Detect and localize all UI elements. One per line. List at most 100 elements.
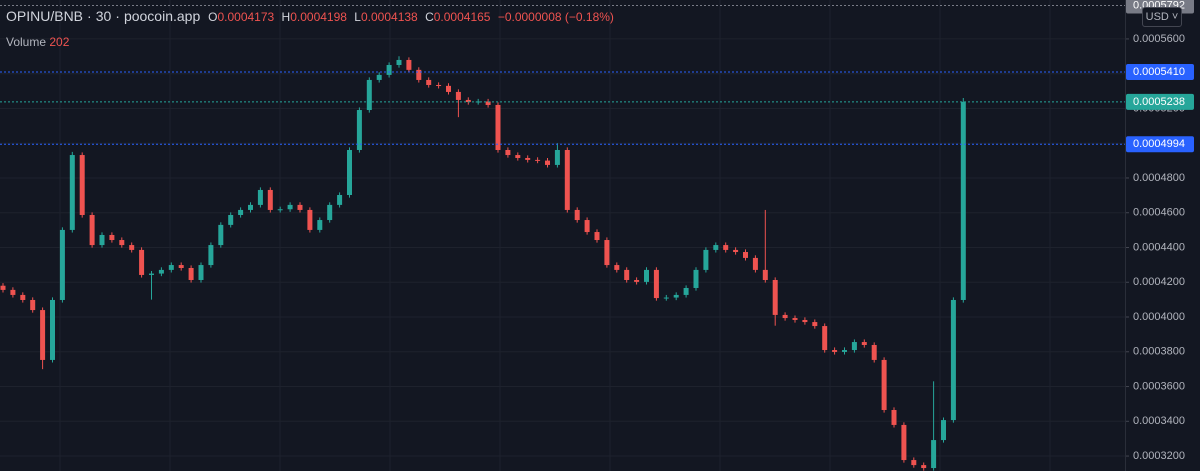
interval: 30 [95,8,112,24]
candle-body [564,149,570,210]
y-tick-label: 0.0003600 [1133,380,1185,392]
candle-body [347,149,352,196]
candle-body [891,409,897,425]
candle-body [475,101,481,103]
price-label-bg [1126,136,1194,153]
candle-body [535,159,541,161]
candle-body [129,245,135,250]
price-label-bg [1126,63,1194,80]
candle-body [89,214,95,246]
candle-body [396,59,402,66]
candle-body [436,84,442,86]
y-tick-label: 0.0004200 [1133,276,1185,288]
candle-body [99,234,105,246]
candle-body [832,350,838,352]
candle-body [554,149,560,165]
ohlc-label: H [281,10,291,24]
price-label: 0.0004994 [1133,138,1185,150]
candle-body [40,310,46,360]
candle-body [149,273,154,275]
price-label: 0.0005238 [1133,96,1185,108]
candle-body [673,294,679,298]
candle-body [317,220,323,230]
candle-body [683,287,689,295]
ohlc-label: L [354,10,361,24]
candle-body [693,269,699,288]
candle-body [812,322,818,327]
candle-body [624,269,630,280]
candle-body [594,232,600,241]
ohlc-value: 0.0004173 [217,10,275,24]
candle-body [446,85,451,92]
candle-body [921,465,927,469]
candle-body [30,299,36,311]
candle-body [574,209,580,221]
candle-body [861,342,867,345]
candle-body [139,249,145,275]
candle-body [644,269,649,282]
candle-body [653,269,659,299]
candle-body [109,234,115,241]
candle-body [525,157,531,160]
candle-body [881,359,887,410]
candle-body [901,424,907,461]
currency-button[interactable]: USD ˅ [1142,7,1182,27]
ohlc-value: 0.0004138 [360,10,418,24]
candle-body [406,59,412,70]
candle-body [198,265,204,280]
candle-body [327,204,333,221]
y-tick-label: 0.0004800 [1133,172,1185,184]
candle-body [267,189,273,210]
price-label-bg [1126,93,1194,110]
candle-body [178,265,184,269]
candle-body [20,294,26,300]
candle-body [782,314,788,319]
candle-body [59,229,65,300]
candle-body [505,149,511,156]
volume-value: 202 [49,35,70,49]
change: −0.0000008 (−0.18%) [497,10,614,24]
ohlc-value: 0.0004165 [433,10,491,24]
candle-body [703,249,709,270]
candle-body [545,160,550,165]
sep: · [87,8,92,24]
ohlc-label: C [425,10,434,24]
candle-body [287,204,293,210]
candle-body [366,79,372,111]
candle-body [723,245,729,250]
candle-body [386,65,392,75]
candle-body [941,420,946,441]
candle-body [584,220,590,233]
candle-body [188,268,194,280]
candle-body [802,319,808,323]
candle-body [752,257,758,270]
symbol: OPINU/BNB [6,8,84,24]
volume-label: Volume [6,35,47,49]
y-tick-label: 0.0003400 [1133,415,1185,427]
candle-body [614,265,620,270]
candle-body [356,110,362,150]
candle-body [762,269,768,280]
ohlc: O0.0004173 H0.0004198 L0.0004138 C0.0004… [208,10,618,24]
candle-body [822,326,828,351]
sep: · [115,8,120,24]
candle-body [208,245,214,266]
candle-body [376,74,382,80]
candle-body [158,269,164,274]
currency: USD [1145,11,1169,23]
candle-body [297,204,303,210]
candle-body [307,209,313,230]
y-tick-label: 0.0004600 [1133,207,1185,219]
candle-body [634,279,640,282]
candle-body [10,289,16,295]
candle-body [485,101,491,105]
y-tick-label: 0.0004400 [1133,241,1185,253]
candle-body [772,279,778,315]
candle-body [257,189,263,205]
y-tick-label: 0.0003800 [1133,346,1185,358]
candle-body [604,240,610,266]
candle-body [495,104,501,150]
candle-body [851,342,857,351]
